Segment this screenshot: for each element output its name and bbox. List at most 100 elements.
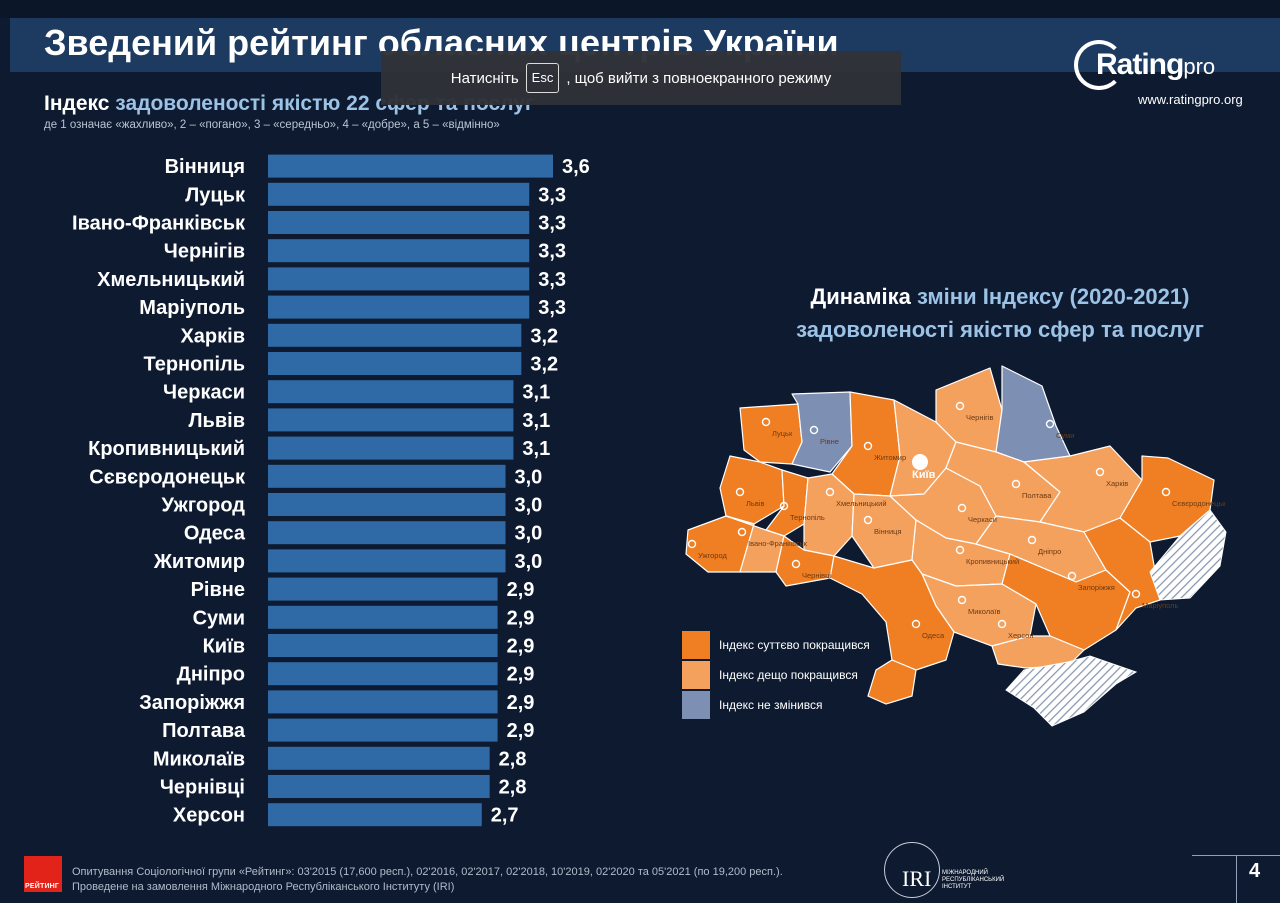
bar [268, 464, 506, 488]
region-1 [739, 403, 803, 465]
city-marker-icon [737, 527, 747, 537]
bar-chart: Вінниця 3,6 Луцьк 3,3 Івано-Франківськ 3,3 Чер… [72, 154, 590, 827]
page-number: 4 [1249, 860, 1261, 882]
bar [268, 267, 530, 291]
city-marker-icon [1095, 467, 1105, 477]
subtitle-strong: Індекс [44, 92, 110, 115]
city-label: Херсон [1008, 631, 1034, 640]
city-label: Івано-Франківськ [748, 539, 808, 548]
category-label: Черкаси [163, 382, 245, 404]
city-marker-icon [1027, 535, 1037, 545]
city-label: Чернігів [966, 413, 994, 422]
city-label: Суми [1056, 431, 1074, 440]
value-label: 3,0 [515, 495, 543, 517]
city-marker-icon [1067, 571, 1077, 581]
city-label: Тернопіль [790, 513, 825, 522]
value-label: 2,9 [507, 607, 535, 629]
region-odesa-tail [867, 659, 917, 705]
esc-key[interactable]: Esc [525, 63, 560, 93]
bar [268, 211, 530, 234]
legend-item-significant: Індекс суттєво покращився [682, 631, 870, 659]
city-marker-icon [825, 487, 835, 497]
city-label: Луцьк [772, 429, 793, 438]
bar [268, 662, 498, 686]
city-label: Київ [912, 469, 936, 481]
category-label: Миколаїв [153, 748, 245, 770]
footer-client-line: Проведене на замовлення Міжнародного Рес… [72, 881, 455, 893]
scale-note: де 1 означає «жахливо», 2 – «погано», 3 … [44, 119, 500, 131]
city-label: Кропивницький [966, 557, 1019, 566]
bar [268, 182, 530, 206]
city-marker-icon [1161, 487, 1171, 497]
city-marker-icon [1131, 589, 1141, 599]
iri-subtext: МІЖНАРОДНИЙ РЕСПУБЛІКАНСЬКИЙ ІНСТИТУТ [942, 870, 1005, 890]
logo-ring-icon [1074, 40, 1124, 90]
value-label: 2,8 [499, 748, 527, 770]
city-marker-icon [957, 595, 967, 605]
value-label: 3,3 [538, 241, 566, 263]
value-label: 3,3 [538, 297, 566, 319]
city-label: Ужгород [698, 551, 727, 560]
map-title-strong: Динаміка [810, 284, 911, 309]
bar [268, 690, 498, 714]
city-label: Чернівці [802, 571, 831, 580]
legend-swatch [682, 631, 710, 659]
bar [268, 803, 482, 827]
city-label: Одеса [922, 631, 945, 640]
legend-label: Індекс не змінився [719, 698, 823, 712]
footer-source-line: Опитування Соціологічної групи «Рейтинг»… [72, 866, 783, 878]
city-marker-icon [791, 559, 801, 569]
crimea [1005, 655, 1138, 727]
value-label: 2,9 [507, 720, 535, 742]
map-title-rest: зміни Індексу (2020-2021) [910, 284, 1190, 309]
city-label: Запоріжжя [1078, 583, 1115, 592]
value-label: 3,6 [562, 156, 590, 178]
value-label: 3,1 [522, 382, 550, 404]
value-label: 3,0 [515, 523, 543, 545]
city-label: Житомир [874, 453, 906, 462]
value-label: 3,3 [538, 184, 566, 206]
region-23 [829, 555, 955, 671]
city-label: Миколаїв [968, 607, 1000, 616]
city-label: Черкаси [968, 515, 997, 524]
value-label: 2,9 [507, 692, 535, 714]
bar [268, 577, 498, 601]
city-label: Сєвєродонецьк [1172, 499, 1226, 508]
category-label: Кропивницький [88, 438, 245, 460]
map-title-line2: задоволеності якістю сфер та послуг [796, 317, 1204, 342]
category-label: Вінниця [165, 156, 245, 178]
category-label: Запоріжжя [139, 692, 245, 714]
region-24 [991, 635, 1085, 669]
value-label: 3,1 [522, 438, 550, 460]
category-label: Дніпро [177, 664, 245, 686]
category-label: Київ [203, 636, 245, 658]
value-label: 3,3 [538, 269, 566, 291]
bar [268, 380, 514, 404]
bar [268, 323, 522, 347]
page-divider-v [1236, 855, 1237, 903]
city-marker-icon [863, 441, 873, 451]
city-label: Львів [746, 499, 764, 508]
bar [268, 408, 514, 432]
occupied-donbas [1149, 509, 1227, 601]
bar [268, 239, 530, 263]
bar [268, 154, 553, 178]
bar [268, 605, 498, 629]
region-9 [803, 473, 855, 557]
legend-swatch [682, 691, 710, 719]
city-marker-icon [779, 501, 789, 511]
value-label: 2,9 [507, 664, 535, 686]
category-label: Рівне [191, 579, 245, 601]
bar [268, 521, 506, 545]
top-strip [0, 0, 1280, 18]
fullscreen-exit-notice: Натисніть Esc , щоб вийти з повноекранно… [381, 51, 901, 105]
city-marker-icon [957, 503, 967, 513]
region-6 [995, 365, 1071, 463]
category-label: Маріуполь [139, 297, 245, 319]
bar [268, 634, 498, 657]
legend-item-unchanged: Індекс не змінився [682, 691, 822, 719]
value-label: 2,7 [491, 805, 519, 827]
city-marker-icon [1045, 419, 1055, 429]
city-marker-icon [1011, 479, 1021, 489]
bar [268, 718, 498, 742]
